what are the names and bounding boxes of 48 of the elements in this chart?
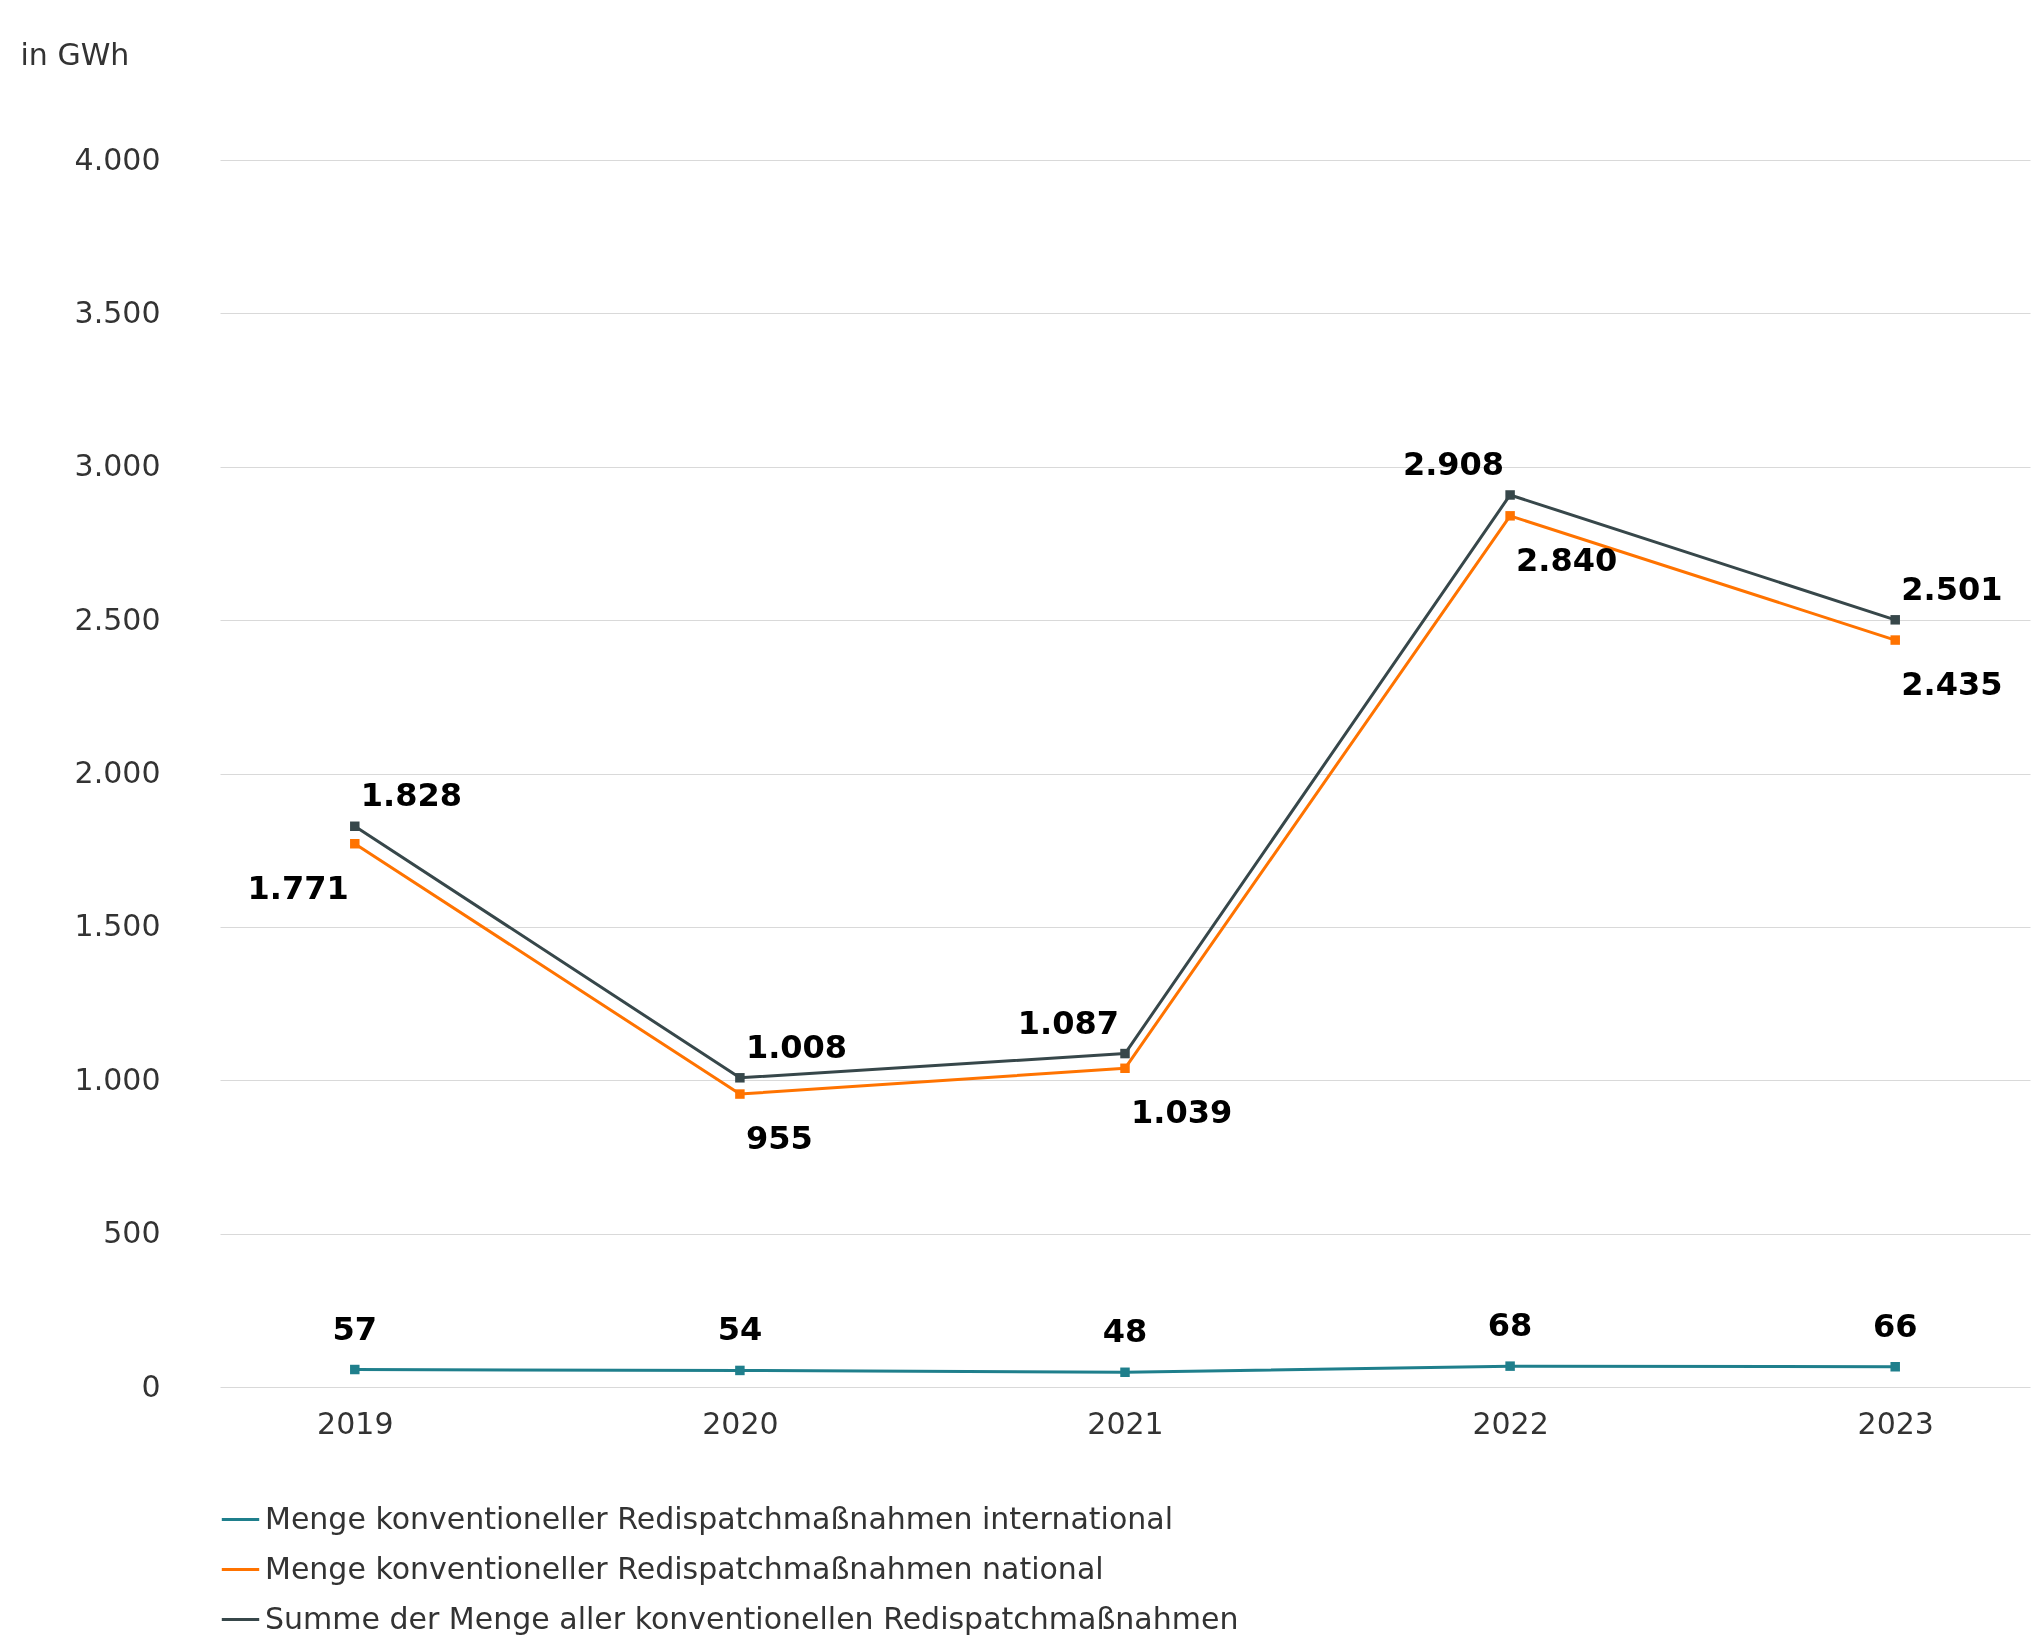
point <box>735 1089 745 1099</box>
x-tick-label: 2020 <box>702 1405 779 1441</box>
point <box>350 839 360 849</box>
y-axis-title: in GWh <box>20 36 130 72</box>
point <box>1505 490 1515 500</box>
x-tick-label: 2021 <box>1087 1405 1164 1441</box>
x-tick-label: 2022 <box>1472 1405 1549 1441</box>
point <box>1890 1362 1900 1372</box>
data-label: 1.771 <box>247 868 349 907</box>
data-label: 54 <box>717 1310 763 1349</box>
point <box>1505 1361 1515 1371</box>
y-tick-label: 1.500 <box>74 908 161 944</box>
legend-label: Menge konventioneller Redispatchmaßnahmen national <box>265 1550 1104 1586</box>
data-label: 1.087 <box>1017 1003 1119 1042</box>
point <box>1890 615 1900 625</box>
point <box>735 1365 745 1376</box>
data-label: 1.828 <box>360 776 463 815</box>
data-label: 2.501 <box>1901 569 2003 608</box>
data-label: 66 <box>1872 1306 1918 1345</box>
data-label: 2.435 <box>1901 665 2003 704</box>
point <box>1120 1063 1130 1074</box>
point <box>350 1364 360 1375</box>
data-label: 1.039 <box>1131 1093 1233 1132</box>
legend-label: Menge konventioneller Redispatchmaßnahmen international <box>265 1500 1173 1536</box>
point <box>735 1073 745 1083</box>
point <box>1120 1367 1130 1378</box>
data-label: 48 <box>1102 1312 1148 1351</box>
data-label: 2.840 <box>1516 540 1618 579</box>
point <box>1505 511 1515 521</box>
point <box>1890 635 1900 645</box>
y-tick-label: 4.000 <box>74 141 161 177</box>
y-tick-label: 3.000 <box>74 448 161 484</box>
data-label: 2.908 <box>1402 444 1505 483</box>
x-tick-label: 2019 <box>317 1405 394 1441</box>
y-tick-label: 0 <box>141 1368 161 1404</box>
data-label: 57 <box>332 1309 378 1348</box>
data-label: 68 <box>1487 1306 1533 1345</box>
y-tick-label: 3.500 <box>74 294 161 330</box>
data-label: 1.008 <box>745 1027 848 1066</box>
point <box>1120 1048 1130 1059</box>
y-tick-label: 1.000 <box>74 1061 161 1097</box>
y-tick-label: 2.500 <box>74 601 161 637</box>
x-tick-label: 2023 <box>1857 1405 1934 1441</box>
y-tick-label: 2.000 <box>74 755 161 790</box>
data-label: 955 <box>745 1119 813 1158</box>
legend-label: Summe der Menge aller konventionellen Redispatchmaßnahmen <box>265 1600 1239 1636</box>
y-tick-label: 500 <box>103 1215 161 1251</box>
point <box>350 821 360 831</box>
